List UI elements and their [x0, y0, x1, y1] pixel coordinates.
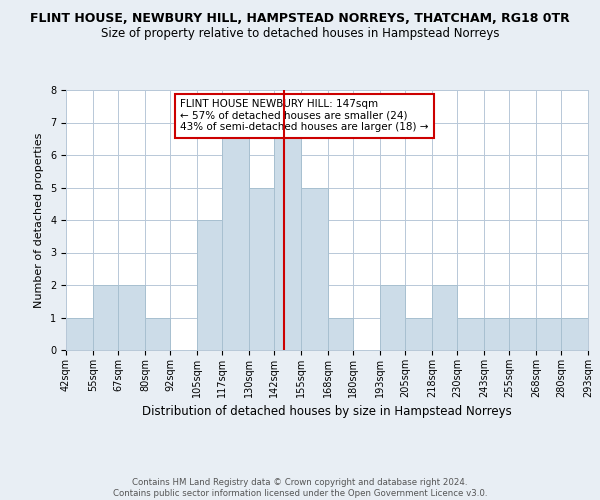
Bar	[405, 318, 432, 350]
Bar	[274, 122, 301, 350]
Bar	[118, 285, 145, 350]
Bar	[93, 285, 118, 350]
Bar	[301, 188, 328, 350]
Bar	[249, 188, 274, 350]
Text: Size of property relative to detached houses in Hampstead Norreys: Size of property relative to detached ho…	[101, 28, 499, 40]
Bar	[457, 318, 484, 350]
Bar	[484, 318, 509, 350]
Bar	[536, 318, 561, 350]
Bar	[222, 122, 249, 350]
Bar	[380, 285, 405, 350]
Bar	[66, 318, 93, 350]
Bar	[561, 318, 588, 350]
Bar	[432, 285, 457, 350]
Bar	[145, 318, 170, 350]
Bar	[328, 318, 353, 350]
Text: FLINT HOUSE NEWBURY HILL: 147sqm
← 57% of detached houses are smaller (24)
43% o: FLINT HOUSE NEWBURY HILL: 147sqm ← 57% o…	[181, 99, 429, 132]
Text: FLINT HOUSE, NEWBURY HILL, HAMPSTEAD NORREYS, THATCHAM, RG18 0TR: FLINT HOUSE, NEWBURY HILL, HAMPSTEAD NOR…	[30, 12, 570, 26]
Bar	[509, 318, 536, 350]
Text: Contains HM Land Registry data © Crown copyright and database right 2024.
Contai: Contains HM Land Registry data © Crown c…	[113, 478, 487, 498]
Bar	[197, 220, 222, 350]
X-axis label: Distribution of detached houses by size in Hampstead Norreys: Distribution of detached houses by size …	[142, 406, 512, 418]
Y-axis label: Number of detached properties: Number of detached properties	[34, 132, 44, 308]
